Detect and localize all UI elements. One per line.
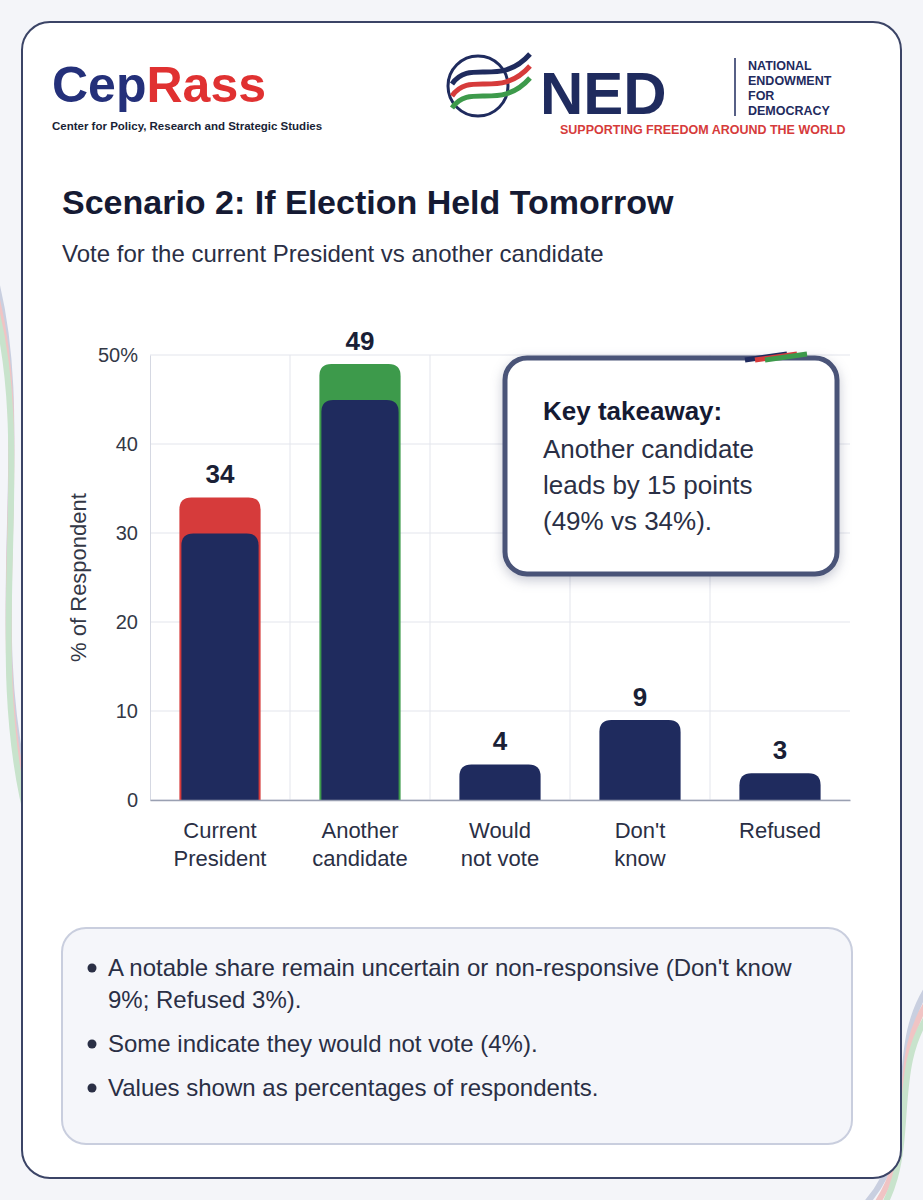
x-axis-line (151, 800, 851, 802)
text-line: A notable share remain uncertain or non-… (108, 954, 792, 981)
x-tick-label: Another candidate (312, 818, 407, 871)
x-tick-label: Refused (739, 818, 821, 843)
y-tick-label: 20 (116, 611, 138, 633)
y-tick-label: 30 (116, 522, 138, 544)
text-line: 9%; Refused 3%). (108, 986, 301, 1013)
text-line: candidate (312, 846, 407, 871)
text-line: Another (321, 818, 398, 843)
x-tick-label: Don't know (614, 818, 665, 871)
text-line: Refused (739, 818, 821, 843)
bar (459, 764, 540, 800)
x-tick-label: Would not vote (461, 818, 539, 871)
globe-stripe (452, 78, 530, 108)
text-part: Rass (146, 57, 266, 113)
text-line: Values shown as percentages of responden… (108, 1074, 599, 1101)
text-line: President (174, 846, 267, 871)
annotation: Key takeaway: Another candidate leads by 1… (505, 354, 837, 574)
x-tick: Current President (174, 818, 267, 871)
y-axis-line (150, 356, 151, 801)
data-label: 4 (493, 726, 508, 756)
text-line: Some indicate they would not vote (4%). (108, 1030, 538, 1057)
text-line: ENDOWMENT (748, 74, 832, 88)
annotation-stripe (765, 354, 807, 360)
notes-box (62, 928, 852, 1144)
grid (150, 355, 850, 800)
data-label: 3 (773, 735, 787, 765)
text-line: FOR (748, 89, 774, 103)
y-tick-label: 10 (116, 700, 138, 722)
globe-stripe (452, 54, 530, 84)
grid-line (150, 355, 850, 356)
y-tick: 30 (116, 522, 150, 544)
annotation-title: Key takeaway: (543, 396, 722, 426)
card (22, 22, 901, 1178)
x-tick: Refused (739, 818, 821, 843)
globe-stripe (452, 66, 530, 96)
x-tick: Would not vote (461, 818, 539, 871)
bar-body (181, 533, 258, 800)
y-tick: 20 (116, 611, 150, 633)
partner-full-name: NATIONALENDOWMENTFORDEMOCRACY (748, 59, 832, 118)
text-line: (49% vs 34%). (543, 506, 712, 536)
org-full-name: Center for Policy, Research and Strategi… (52, 120, 322, 132)
bar (599, 720, 680, 800)
y-tick: 40 (116, 433, 150, 455)
data-label: 49 (346, 326, 375, 356)
subtitle: Vote for the current President vs anothe… (62, 240, 604, 267)
logo-divider (734, 58, 736, 116)
y-axis: 0 10 20 30 40 50% (98, 344, 151, 811)
note: Values shown as percentages of responden… (108, 1074, 599, 1101)
x-tick: Another candidate (312, 818, 407, 871)
y-tick: 10 (116, 700, 150, 722)
y-axis-title: % of Respondent (66, 493, 91, 662)
title: Scenario 2: If Election Held Tomorrow (62, 183, 674, 221)
text-line: NATIONAL (748, 59, 812, 73)
text-line: Would (469, 818, 531, 843)
partner-name: NED (540, 60, 667, 127)
page: CepRass Center for Policy, Research and S… (0, 0, 923, 1200)
y-tick-label: 40 (116, 433, 138, 455)
text-line: Don't (615, 818, 666, 843)
ned-logo-mark (448, 54, 530, 116)
bar (739, 773, 820, 800)
text-line: not vote (461, 846, 539, 871)
category-divider (430, 355, 431, 800)
note: Some indicate they would not vote (4%). (108, 1030, 538, 1057)
text-part: Cep (52, 57, 146, 113)
x-tick-label: Current President (174, 818, 267, 871)
text-line: Another candidate (543, 434, 754, 464)
x-axis: Current President Another candidate Would not… (151, 801, 851, 872)
annotation-box (505, 358, 837, 574)
bullet (88, 1084, 97, 1093)
y-tick-label: 50% (98, 344, 138, 366)
bar (179, 497, 260, 800)
bar (319, 364, 400, 800)
annotation-text: Another candidate leads by 15 points (49% … (543, 434, 754, 536)
org-name: CepRass (52, 57, 266, 113)
x-tick: Don't know (614, 818, 665, 871)
data-label: 34 (206, 459, 235, 489)
note: A notable share remain uncertain or non-… (108, 954, 792, 1013)
text-line: leads by 15 points (543, 470, 753, 500)
y-tick: 50% (98, 344, 150, 366)
bullet (88, 964, 97, 973)
y-tick: 0 (127, 789, 150, 811)
data-label: 9 (633, 682, 647, 712)
partner-tagline: SUPPORTING FREEDOM AROUND THE WORLD (560, 123, 846, 137)
y-tick-label: 0 (127, 789, 138, 811)
text-line: DEMOCRACY (748, 104, 831, 118)
bar-body (321, 400, 398, 800)
notes: A notable share remain uncertain or non-… (62, 928, 852, 1144)
text-line: know (614, 846, 665, 871)
text-line: Current (183, 818, 256, 843)
category-divider (290, 355, 291, 800)
bullet (88, 1040, 97, 1049)
